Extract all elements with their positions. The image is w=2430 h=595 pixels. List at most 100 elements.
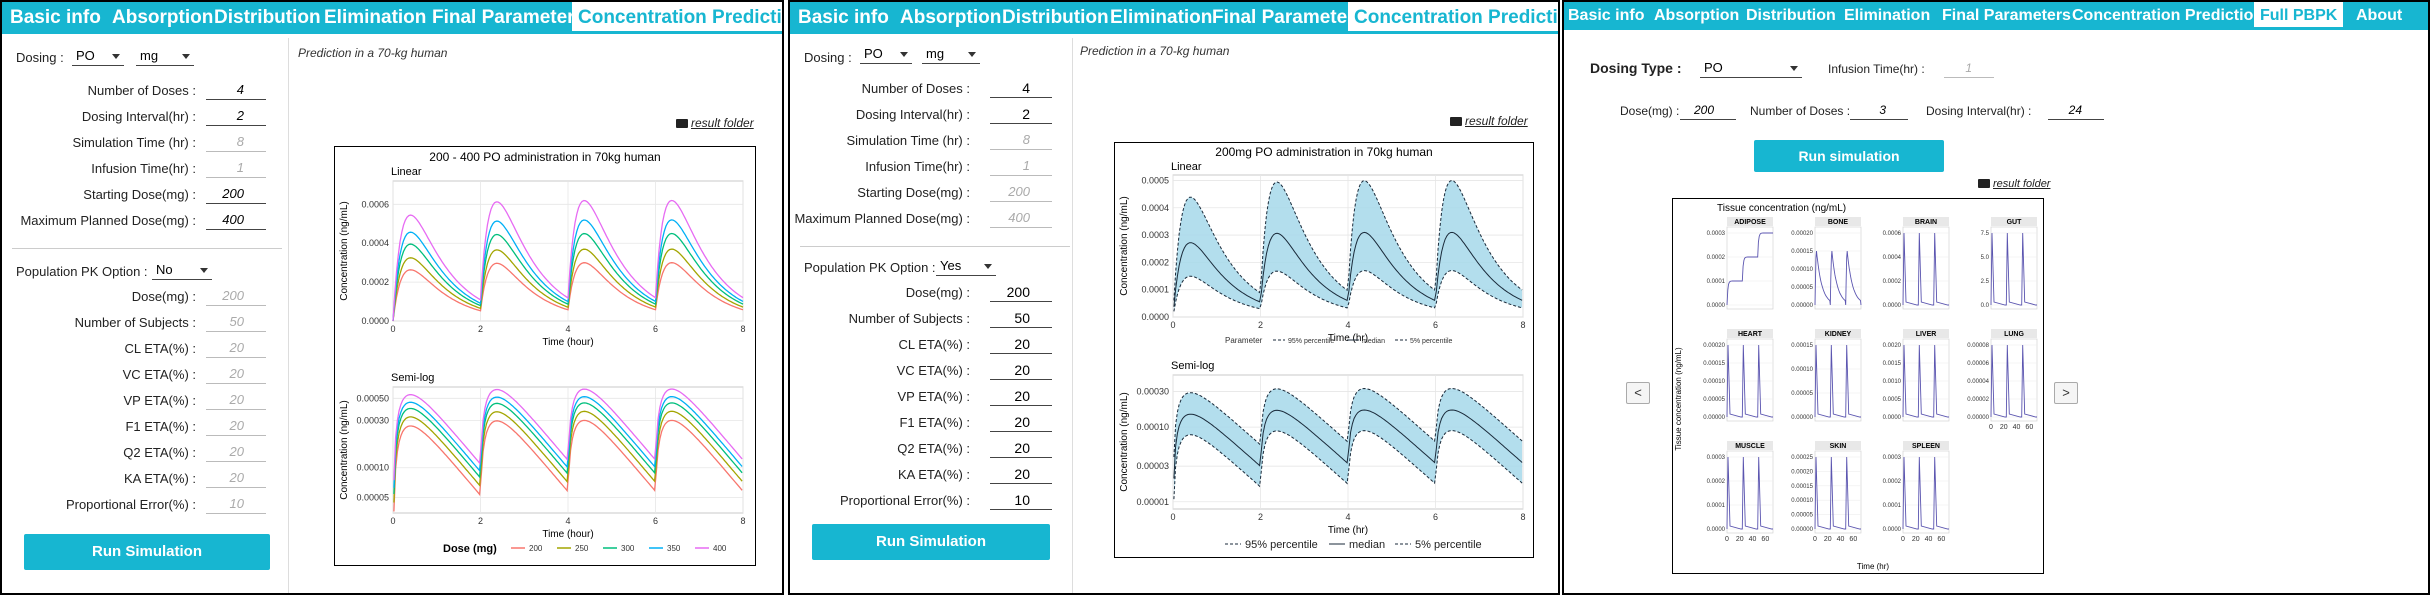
number-of-doses-input[interactable]: 4: [990, 78, 1052, 98]
small-legend-title: Parameter: [1225, 336, 1263, 345]
tab-basic-info[interactable]: Basic info: [1568, 7, 1645, 24]
f1-eta-input[interactable]: 20: [206, 416, 266, 436]
result-folder-link[interactable]: result folder: [1978, 178, 2050, 190]
pk-plot-svg: 200 - 400 PO administration in 70kg huma…: [339, 150, 746, 555]
vp-eta-input[interactable]: 20: [990, 386, 1052, 406]
number-of-doses-input[interactable]: 4: [206, 80, 266, 100]
tab-final-parameters[interactable]: Final Parameters: [1212, 7, 1366, 28]
tab-about[interactable]: About: [2356, 7, 2403, 24]
dose-input[interactable]: 200: [1680, 100, 1736, 120]
infusion-time-input[interactable]: 1: [1944, 58, 1994, 78]
dosing-interval-input[interactable]: 2: [990, 104, 1052, 124]
result-folder-link[interactable]: result folder: [1450, 114, 1528, 128]
cl-eta-input[interactable]: 20: [206, 338, 266, 358]
ka-eta-input[interactable]: 20: [990, 464, 1052, 484]
tissue-y-tick-label: 5.0: [1981, 255, 1990, 261]
starting-dose-label: Starting Dose(mg) :: [857, 185, 970, 200]
dosing-interval-input[interactable]: 24: [2048, 100, 2104, 120]
dosing-label: Dosing :: [16, 50, 64, 65]
proportional-error-input[interactable]: 10: [206, 494, 266, 514]
tab-distribution[interactable]: Distribution: [214, 7, 321, 28]
tab-concentration-prediction[interactable]: Concentration Prediction: [572, 2, 782, 34]
dosing-interval-input[interactable]: 2: [206, 106, 266, 126]
number-of-subjects-input[interactable]: 50: [990, 308, 1052, 328]
tissue-panel: [1902, 450, 1950, 534]
vc-eta-input[interactable]: 20: [990, 360, 1052, 380]
maximum-planned-dose-input[interactable]: 400: [206, 210, 266, 230]
tab-distribution[interactable]: Distribution: [1002, 7, 1109, 28]
infusion-time-input[interactable]: 1: [206, 158, 266, 178]
tab-final-parameters[interactable]: Final Parameters: [1942, 7, 2071, 24]
linear-y-tick-label: 0.0000: [361, 316, 389, 326]
tissue-x-tick-label: 40: [1837, 536, 1845, 543]
tab-absorption[interactable]: Absorption: [112, 7, 214, 28]
tab-absorption[interactable]: Absorption: [900, 7, 1002, 28]
linear-series-200: [392, 262, 744, 322]
starting-dose-input[interactable]: 200: [206, 184, 266, 204]
pop-pk-select[interactable]: Yes: [936, 256, 996, 276]
semilog-x-axis-label: Time (hr): [1328, 525, 1368, 536]
previous-button[interactable]: <: [1626, 382, 1650, 404]
tissue-strip: [1903, 329, 1949, 338]
q2-eta-input[interactable]: 20: [206, 442, 266, 462]
maximum-planned-dose-input[interactable]: 400: [990, 208, 1052, 228]
f1-eta-input[interactable]: 20: [990, 412, 1052, 432]
simulation-time-label: Simulation Time (hr) :: [72, 135, 196, 150]
run-simulation-button[interactable]: Run simulation: [1754, 140, 1944, 172]
tab-basic-info[interactable]: Basic info: [798, 7, 889, 28]
vp-eta-input[interactable]: 20: [206, 390, 266, 410]
linear-series-median: [1173, 231, 1523, 307]
semilog-y-tick-label: 0.00010: [1136, 422, 1169, 432]
tissue-y-tick-label: 0.00010: [1791, 267, 1813, 273]
semilog-x-tick-label: 6: [1433, 512, 1438, 522]
dosing-unit-select[interactable]: mg: [922, 44, 980, 64]
tab-elimination[interactable]: Elimination: [324, 7, 427, 28]
number-of-subjects-input[interactable]: 50: [206, 312, 266, 332]
dosing-type-select[interactable]: PO: [1700, 58, 1802, 78]
simulation-time-input[interactable]: 8: [990, 130, 1052, 150]
tissue-y-tick-label: 0.0015: [1883, 361, 1902, 367]
linear-label: Linear: [1171, 161, 1202, 173]
next-button[interactable]: >: [2054, 382, 2078, 404]
pop-pk-select[interactable]: No: [152, 260, 212, 280]
tab-concentration-prediction[interactable]: Concentration Prediction: [1348, 2, 1558, 34]
tab-distribution[interactable]: Distribution: [1746, 7, 1836, 24]
starting-dose-input[interactable]: 200: [990, 182, 1052, 202]
simulation-time-input[interactable]: 8: [206, 132, 266, 152]
tab-final-parameters[interactable]: Final Parameters: [432, 7, 586, 28]
run-simulation-button[interactable]: Run Simulation: [812, 524, 1050, 560]
infusion-time-input[interactable]: 1: [990, 156, 1052, 176]
dosing-unit-select[interactable]: mg: [136, 46, 194, 66]
dosing-route-select[interactable]: PO: [72, 46, 124, 66]
run-simulation-button[interactable]: Run Simulation: [24, 534, 270, 570]
tissue-y-tick-label: 0.00000: [1967, 415, 1989, 421]
tissue-name-skin: SKIN: [1830, 443, 1847, 450]
proportional-error-input[interactable]: 10: [990, 490, 1052, 510]
q2-eta-input[interactable]: 20: [990, 438, 1052, 458]
tab-basic-info[interactable]: Basic info: [10, 7, 101, 28]
linear-x-tick-label: 2: [478, 324, 483, 334]
semilog-y-tick-label: 0.00005: [356, 493, 389, 503]
tab-concentration-prediction[interactable]: Concentration Prediction: [2072, 7, 2264, 24]
vc-eta-input[interactable]: 20: [206, 364, 266, 384]
pop-pk-plot-svg: 200mg PO administration in 70kg human Lin…: [1119, 145, 1526, 551]
semilog-series-200: [393, 419, 743, 512]
dosing-route-select[interactable]: PO: [860, 44, 912, 64]
dose-input[interactable]: 200: [990, 282, 1052, 302]
tab-elimination[interactable]: Elimination: [1110, 7, 1213, 28]
tab-full-pbpk[interactable]: Full PBPK: [2254, 2, 2344, 30]
semilog-x-tick-label: 2: [1258, 512, 1263, 522]
ka-eta-input[interactable]: 20: [206, 468, 266, 488]
number-of-doses-input[interactable]: 3: [1850, 100, 1908, 120]
tab-elimination[interactable]: Elimination: [1844, 7, 1931, 24]
cl-eta-input[interactable]: 20: [990, 334, 1052, 354]
legend-label-400: 400: [713, 544, 727, 553]
dose-input[interactable]: 200: [206, 286, 266, 306]
tissue-y-tick-label: 0.00006: [1967, 361, 1989, 367]
simulation-time-label: Simulation Time (hr) :: [846, 133, 970, 148]
tab-absorption[interactable]: Absorption: [1654, 7, 1740, 24]
tissue-panel: [1726, 338, 1774, 422]
result-folder-link[interactable]: result folder: [676, 116, 754, 130]
column-divider: [1072, 38, 1073, 593]
tissue-x-tick-label: 60: [1937, 536, 1945, 543]
